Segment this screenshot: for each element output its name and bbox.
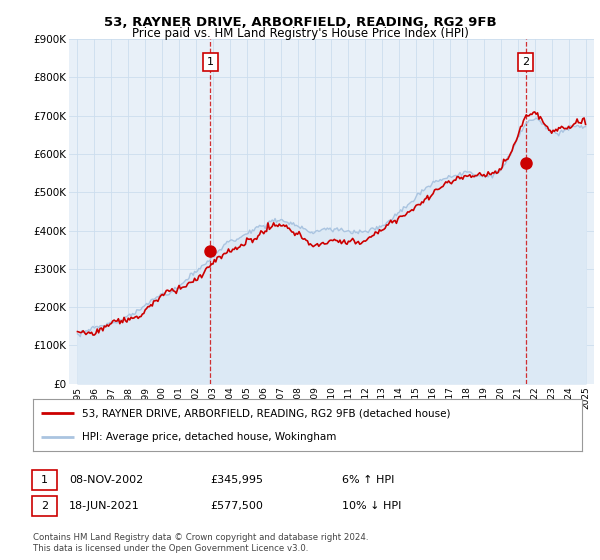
Text: 2: 2 <box>522 57 529 67</box>
Text: 08-NOV-2002: 08-NOV-2002 <box>69 475 143 485</box>
Text: 1: 1 <box>207 57 214 67</box>
Text: 18-JUN-2021: 18-JUN-2021 <box>69 501 140 511</box>
Text: 2: 2 <box>41 501 48 511</box>
Text: £345,995: £345,995 <box>210 475 263 485</box>
Text: 53, RAYNER DRIVE, ARBORFIELD, READING, RG2 9FB (detached house): 53, RAYNER DRIVE, ARBORFIELD, READING, R… <box>82 408 451 418</box>
Text: 53, RAYNER DRIVE, ARBORFIELD, READING, RG2 9FB: 53, RAYNER DRIVE, ARBORFIELD, READING, R… <box>104 16 496 29</box>
Text: 10% ↓ HPI: 10% ↓ HPI <box>342 501 401 511</box>
Text: Contains HM Land Registry data © Crown copyright and database right 2024.
This d: Contains HM Land Registry data © Crown c… <box>33 533 368 553</box>
Text: 6% ↑ HPI: 6% ↑ HPI <box>342 475 394 485</box>
Text: HPI: Average price, detached house, Wokingham: HPI: Average price, detached house, Woki… <box>82 432 337 442</box>
Text: 1: 1 <box>41 475 48 485</box>
Text: £577,500: £577,500 <box>210 501 263 511</box>
Text: Price paid vs. HM Land Registry's House Price Index (HPI): Price paid vs. HM Land Registry's House … <box>131 27 469 40</box>
